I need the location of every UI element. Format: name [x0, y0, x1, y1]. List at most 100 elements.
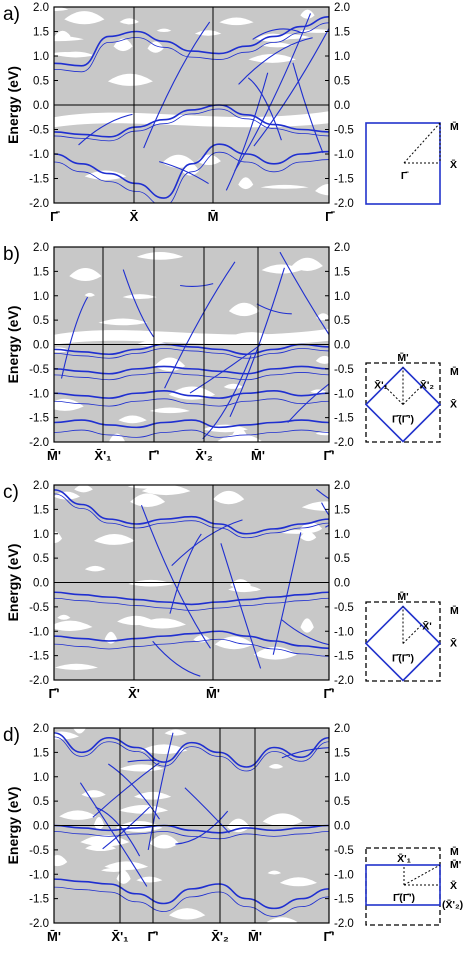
surface-state-line: [54, 16, 329, 67]
surface-state-arc: [140, 504, 211, 649]
surface-state-arc: [202, 355, 252, 440]
band-gap: [316, 313, 329, 321]
surface-state-line: [54, 597, 329, 611]
y-tick-label-left: -1.0: [29, 149, 49, 161]
bz-rotated: [364, 605, 442, 682]
y-tick-label-right: 1.5: [334, 747, 350, 759]
y-tick-label-left: -2.0: [29, 675, 49, 687]
y-tick-label-right: -2.0: [334, 675, 354, 687]
surface-state-arc: [252, 28, 302, 40]
panels-layer: 2.0 2.0 1.5 1.5 1.0 1.0 0.5 0.5 0.0 0.0 -0.5 -0.5 -1…: [3, 2, 463, 944]
band-gap: [85, 843, 117, 852]
surface-state-arc: [292, 62, 324, 154]
y-tick-label-right: 1.5: [334, 266, 350, 278]
surface-state-arc: [147, 732, 174, 851]
surface-state-line: [54, 22, 329, 73]
surface-state-arc: [143, 21, 211, 149]
band-gap: [54, 7, 69, 12]
y-tick-label-right: -0.5: [334, 602, 354, 614]
surface-state-arc: [175, 810, 229, 845]
y-tick-label-right: 2.0: [334, 723, 350, 735]
y-tick-label-right: -1.5: [334, 651, 354, 663]
band-gap: [291, 257, 323, 271]
band-gap: [147, 41, 164, 53]
y-tick-label-left: 1.0: [33, 291, 49, 303]
y-tick-label-left: 1.5: [33, 27, 49, 39]
panel-label: d): [3, 725, 20, 746]
surface-state-arc: [256, 303, 292, 315]
x-tick-label: M̄': [251, 448, 265, 463]
y-tick-label-left: 1.5: [33, 266, 49, 278]
band-gap: [93, 816, 105, 830]
surface-state-arc: [169, 533, 202, 614]
band-gap: [84, 292, 95, 297]
x-tick-label: Γ̄: [50, 209, 60, 224]
band-gap: [57, 51, 95, 58]
y-tick-label-left: 1.0: [33, 51, 49, 63]
y-tick-label-right: -2.0: [334, 198, 354, 210]
y-tick-label-right: -0.5: [334, 845, 354, 857]
band-gap: [315, 183, 329, 196]
band-gap: [149, 407, 190, 414]
band-gap: [54, 663, 98, 670]
band-gap: [266, 917, 298, 923]
bz-label: X̄': [422, 620, 432, 632]
bz-label: M̄: [450, 121, 459, 133]
band-gap: [122, 294, 157, 300]
surface-state-line: [54, 831, 329, 840]
y-tick-label-left: -1.0: [29, 869, 49, 881]
x-tick-label: Γ̄': [49, 686, 60, 701]
y-tick-label-right: -2.0: [334, 918, 354, 930]
panel-b: 2.0 2.0 1.5 1.5 1.0 1.0 0.5 0.5 0.0 0.0 -0.5 -0.5 -1…: [3, 242, 459, 463]
band-gap: [140, 744, 188, 754]
band-gap: [300, 531, 317, 542]
panel-c: 2.0 2.0 1.5 1.5 1.0 1.0 0.5 0.5 0.0 0.0 -0.5 -0.5 -1…: [3, 480, 459, 701]
band-gap: [168, 908, 206, 920]
x-tick-label: Γ̄': [324, 448, 335, 463]
surface-state-arc: [60, 296, 89, 379]
x-tick-label: X̄'₁: [94, 448, 111, 463]
band-gap: [260, 184, 309, 189]
band-gap: [219, 17, 254, 26]
x-tick-label: X̄'₁: [111, 929, 128, 944]
surface-state-arc: [279, 251, 329, 336]
surface-state-arc: [281, 747, 329, 759]
x-tick-label: X̄': [128, 686, 140, 701]
band-gap: [54, 36, 84, 42]
y-axis-label: Energy (eV): [5, 544, 21, 622]
band-gap: [73, 728, 86, 734]
surface-state-arc: [95, 806, 141, 857]
y-tick-label-left: -1.5: [29, 894, 49, 906]
y-tick-label-right: -1.5: [334, 413, 354, 425]
y-tick-label-left: -2.0: [29, 437, 49, 449]
bz-label: M̄': [397, 352, 408, 364]
band-gap: [136, 252, 184, 260]
y-tick-label-left: -0.5: [29, 602, 49, 614]
band-gap: [279, 877, 318, 887]
band-gap: [84, 565, 106, 572]
surface-state-arc: [281, 619, 329, 646]
surface-state-line: [54, 736, 329, 772]
x-tick-label: X̄'₂: [195, 448, 213, 463]
bz-label: Γ̄(Γ̄'): [392, 653, 414, 665]
y-tick-label-left: 0.5: [33, 315, 49, 327]
surface-state-line: [54, 630, 329, 650]
surface-state-line: [54, 732, 329, 768]
x-tick-label: M̄: [208, 209, 219, 224]
surface-state-line: [54, 108, 329, 142]
surface-state-arc: [79, 782, 148, 887]
y-tick-label-left: 2.0: [33, 2, 49, 14]
band-gap: [93, 534, 135, 545]
bz-label: X̄: [450, 880, 457, 892]
plot-area: [54, 7, 329, 203]
y-tick-label-right: -1.0: [334, 626, 354, 638]
band-gap: [69, 268, 102, 282]
band-gap: [228, 585, 261, 593]
bz-rectangle: [365, 864, 441, 906]
y-tick-label-left: -1.5: [29, 174, 49, 186]
band-gap: [54, 854, 68, 867]
x-tick-label: Γ̄': [149, 448, 160, 463]
band-gap: [57, 614, 71, 620]
surface-state-arc: [189, 343, 262, 394]
surface-state-arc: [287, 383, 329, 423]
